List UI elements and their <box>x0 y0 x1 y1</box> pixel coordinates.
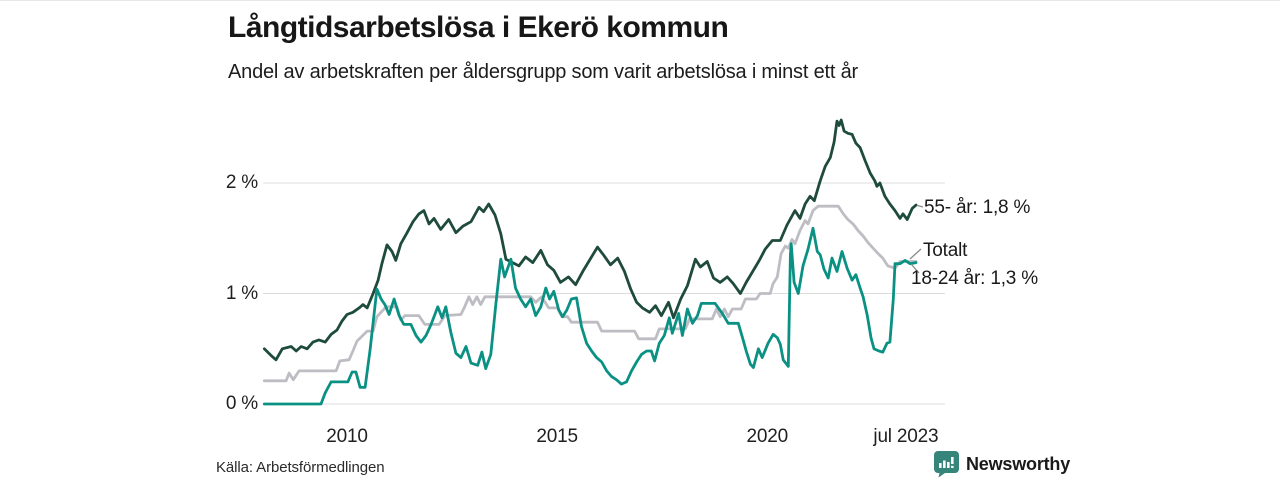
page-title: Långtidsarbetslösa i Ekerö kommun <box>228 11 729 44</box>
label-connector-55 <box>917 204 924 208</box>
x-tick-2015: 2015 <box>536 426 578 447</box>
line-18-24-ar <box>262 226 918 406</box>
newsworthy-icon <box>934 450 959 477</box>
x-tick-jul-2023: jul 2023 <box>873 426 939 447</box>
brand-name: Newsworthy <box>966 453 1071 474</box>
y-tick-2: 2 % <box>225 172 258 193</box>
line-totalt <box>262 204 918 383</box>
y-tick-1: 1 % <box>225 282 258 304</box>
label-connector-18-24 <box>910 263 920 274</box>
label-connector-totalt <box>909 248 922 260</box>
source-note: Källa: Arbetsförmedlingen <box>216 459 385 476</box>
x-tick-2010: 2010 <box>326 426 368 447</box>
chart-subtitle: Andel av arbetskraften per åldersgrupp s… <box>228 61 858 83</box>
series-end-label-55-ar: 55- år: 1,8 % <box>924 197 1031 218</box>
series-end-label-18-24-ar: 18-24 år: 1,3 % <box>911 268 1038 289</box>
y-tick-0: 0 % <box>225 393 258 414</box>
brand-logo: Newsworthy <box>934 450 1070 478</box>
line-55-ar <box>262 118 918 362</box>
x-tick-2020: 2020 <box>746 426 789 447</box>
series-end-label-totalt: Totalt <box>923 240 968 261</box>
